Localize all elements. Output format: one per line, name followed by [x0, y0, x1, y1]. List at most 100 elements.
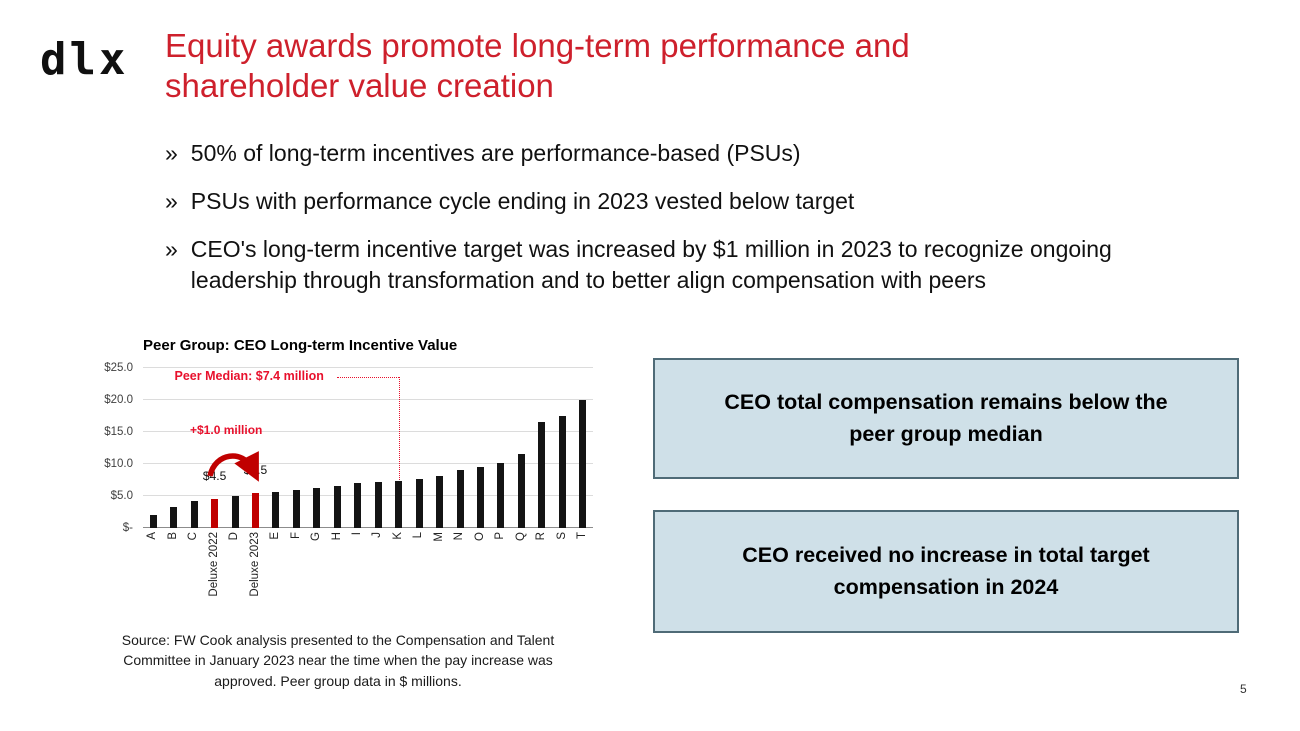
x-axis-label: D: [228, 532, 241, 541]
bar-slot: [225, 368, 245, 528]
y-tick-label: $5.0: [110, 490, 133, 502]
bullet-item: » CEO's long-term incentive target was i…: [165, 234, 1225, 296]
bar-slot: [511, 368, 531, 528]
x-slot: O: [470, 528, 490, 628]
bar-slot: [573, 368, 593, 528]
x-slot: N: [450, 528, 470, 628]
y-tick-label: $10.0: [104, 458, 133, 470]
x-axis-label: F: [289, 532, 302, 540]
bar-slot: [266, 368, 286, 528]
x-axis-label: C: [187, 532, 200, 541]
x-slot: Deluxe 2022: [204, 528, 224, 628]
x-slot: A: [143, 528, 163, 628]
bar-slot: [470, 368, 490, 528]
bar-b: [170, 506, 178, 528]
bar-slot: [491, 368, 511, 528]
x-axis-label: B: [166, 532, 179, 540]
bullet-item: » PSUs with performance cycle ending in …: [165, 186, 1225, 217]
gridline: [143, 463, 593, 464]
gridline: [143, 495, 593, 496]
x-slot: Deluxe 2023: [245, 528, 265, 628]
bar-slot: [184, 368, 204, 528]
bar-o: [476, 466, 484, 528]
x-axis-label: T: [575, 532, 588, 540]
x-axis-label: L: [412, 532, 425, 539]
x-axis-label: Q: [514, 532, 527, 541]
bar-g: [313, 488, 321, 528]
x-slot: M: [429, 528, 449, 628]
x-slot: R: [532, 528, 552, 628]
x-slot: P: [491, 528, 511, 628]
x-slot: L: [409, 528, 429, 628]
bullet-marker: »: [165, 140, 178, 166]
bar-m: [436, 475, 444, 528]
x-axis-label: Deluxe 2022: [207, 532, 220, 597]
x-axis-label: A: [146, 532, 159, 540]
x-slot: I: [348, 528, 368, 628]
bar-slot: [388, 368, 408, 528]
y-tick-label: $-: [122, 522, 133, 534]
x-axis-label: J: [371, 532, 384, 538]
bar-deluxe-2023: [251, 492, 259, 528]
x-slot: J: [368, 528, 388, 628]
x-axis-label: R: [535, 532, 548, 541]
bar-d: [231, 496, 239, 528]
x-slot: B: [163, 528, 183, 628]
y-tick-label: $25.0: [104, 362, 133, 374]
x-axis-label: N: [453, 532, 466, 541]
bar-slot: [409, 368, 429, 528]
callout-text: CEO received no increase in total target…: [742, 543, 1150, 599]
x-axis-label: Deluxe 2023: [248, 532, 261, 597]
x-axis-label: K: [391, 532, 404, 540]
bar-r: [538, 422, 546, 528]
x-axis-label: P: [494, 532, 507, 540]
x-axis-label: H: [330, 532, 343, 541]
bullet-list: » 50% of long-term incentives are perfor…: [165, 138, 1225, 313]
x-slot: K: [388, 528, 408, 628]
bar-slot: [327, 368, 347, 528]
bar-slot: [348, 368, 368, 528]
bar-c: [190, 501, 198, 528]
bullet-text: CEO's long-term incentive target was inc…: [190, 236, 1112, 294]
x-axis-label: S: [555, 532, 568, 540]
plot-area: $25.0 $20.0 $15.0 $10.0 $5.0 $- $4.5 $5.5 Peer…: [104, 362, 593, 534]
bullet-item: » 50% of long-term incentives are perfor…: [165, 138, 1225, 169]
x-slot: T: [573, 528, 593, 628]
bar-p: [497, 462, 505, 528]
bar-slot: [307, 368, 327, 528]
x-slot: E: [266, 528, 286, 628]
y-tick-label: $15.0: [104, 426, 133, 438]
bar-slot: [368, 368, 388, 528]
callout-text: CEO total compensation remains below the…: [724, 390, 1168, 446]
x-axis-label: G: [310, 532, 323, 541]
chart-source-note: Source: FW Cook analysis presented to th…: [121, 632, 555, 689]
bullet-marker: »: [165, 236, 178, 263]
x-slot: C: [184, 528, 204, 628]
x-labels: A B C Deluxe 2022 D Deluxe 2023 E F G H I J K L M N O P Q R…: [143, 528, 593, 628]
chart-title: Peer Group: CEO Long-term Incentive Valu…: [143, 337, 458, 354]
bar-n: [456, 470, 464, 528]
bar-q: [517, 454, 525, 528]
y-tick-label: $20.0: [104, 394, 133, 406]
x-slot: Q: [511, 528, 531, 628]
bar-slot: $4.5: [203, 368, 226, 528]
bar-i: [354, 483, 362, 528]
bar-slot: [532, 368, 552, 528]
x-slot: D: [225, 528, 245, 628]
bullet-marker: »: [165, 188, 178, 215]
bar-slot: [450, 368, 470, 528]
bullet-text: 50% of long-term incentives are performa…: [190, 140, 801, 166]
bar-value-label: $5.5: [243, 462, 268, 477]
bar-slot: $5.5: [243, 368, 268, 528]
x-axis-label: O: [473, 532, 486, 541]
bar-t: [579, 400, 587, 528]
callout-box-no-increase-2024: CEO received no increase in total target…: [653, 510, 1239, 633]
bar-chart: Peer Group: CEO Long-term Incentive Valu…: [95, 337, 593, 628]
bar-slot: [429, 368, 449, 528]
x-axis-label: I: [351, 532, 363, 536]
bars: $4.5 $5.5: [143, 368, 593, 528]
bar-deluxe-2022: [211, 499, 219, 528]
bar-slot: [552, 368, 572, 528]
bar-f: [292, 490, 300, 528]
